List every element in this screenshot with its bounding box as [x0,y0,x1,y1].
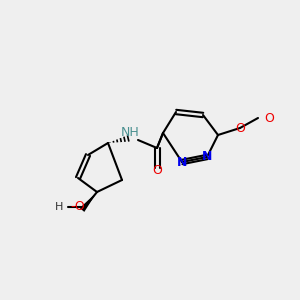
Text: N: N [202,151,212,164]
Text: H: H [55,202,63,212]
Text: -O: -O [70,200,85,214]
Text: O: O [235,122,245,134]
Text: NH: NH [121,127,140,140]
Text: N: N [177,155,187,169]
Polygon shape [80,192,97,212]
Text: O: O [152,164,162,178]
Text: O: O [264,112,274,124]
